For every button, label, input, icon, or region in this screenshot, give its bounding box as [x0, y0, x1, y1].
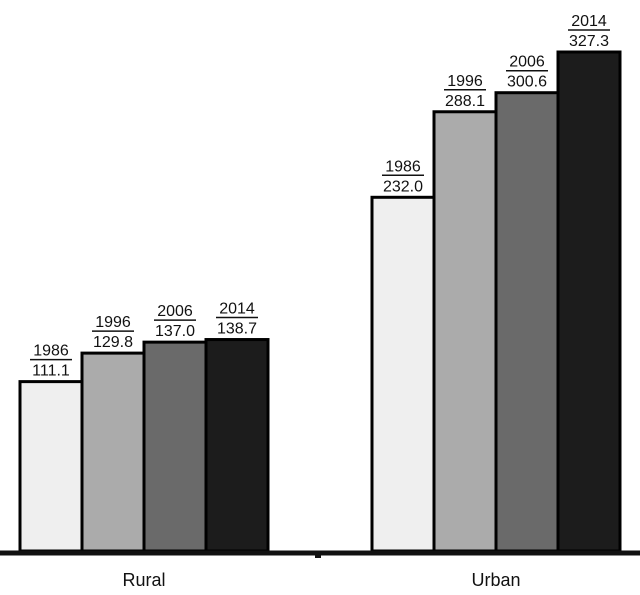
- value-label-urban-2006: 300.6: [507, 74, 547, 91]
- value-label-rural-1986: 111.1: [32, 363, 70, 380]
- year-label-urban-2006: 2006: [509, 54, 545, 71]
- bar-rural-2006: [142, 340, 208, 553]
- bar-urban-1996: [432, 110, 498, 553]
- year-label-rural-2006: 2006: [157, 303, 193, 320]
- category-label-urban: Urban: [471, 570, 520, 590]
- value-label-urban-1986: 232.0: [383, 178, 423, 195]
- year-label-urban-1986: 1986: [385, 158, 421, 175]
- axis-center-tick: [315, 552, 321, 558]
- labels-layer: 1986 111.1 1996 129.8 2006 137.0 2014 138.7 1986…: [30, 13, 610, 380]
- value-label-rural-1996: 129.8: [93, 334, 133, 351]
- value-label-rural-2006: 137.0: [155, 323, 195, 340]
- bar-rural-2014: [204, 338, 270, 553]
- category-label-rural: Rural: [122, 570, 165, 590]
- year-label-rural-2014: 2014: [219, 301, 255, 318]
- value-label-urban-1996: 288.1: [445, 93, 485, 110]
- bar-urban-1986: [370, 195, 436, 553]
- bar-rural-1996: [80, 351, 146, 553]
- bar-urban-2014: [556, 50, 622, 553]
- year-label-urban-1996: 1996: [447, 73, 483, 90]
- year-label-urban-2014: 2014: [571, 13, 607, 30]
- year-label-rural-1996: 1996: [95, 314, 131, 331]
- bar-urban-2006: [494, 91, 560, 553]
- bars-layer: [18, 50, 622, 553]
- value-label-urban-2014: 327.3: [569, 33, 609, 50]
- bar-rural-1986: [18, 380, 84, 553]
- year-label-rural-1986: 1986: [33, 343, 69, 360]
- value-label-rural-2014: 138.7: [217, 321, 257, 338]
